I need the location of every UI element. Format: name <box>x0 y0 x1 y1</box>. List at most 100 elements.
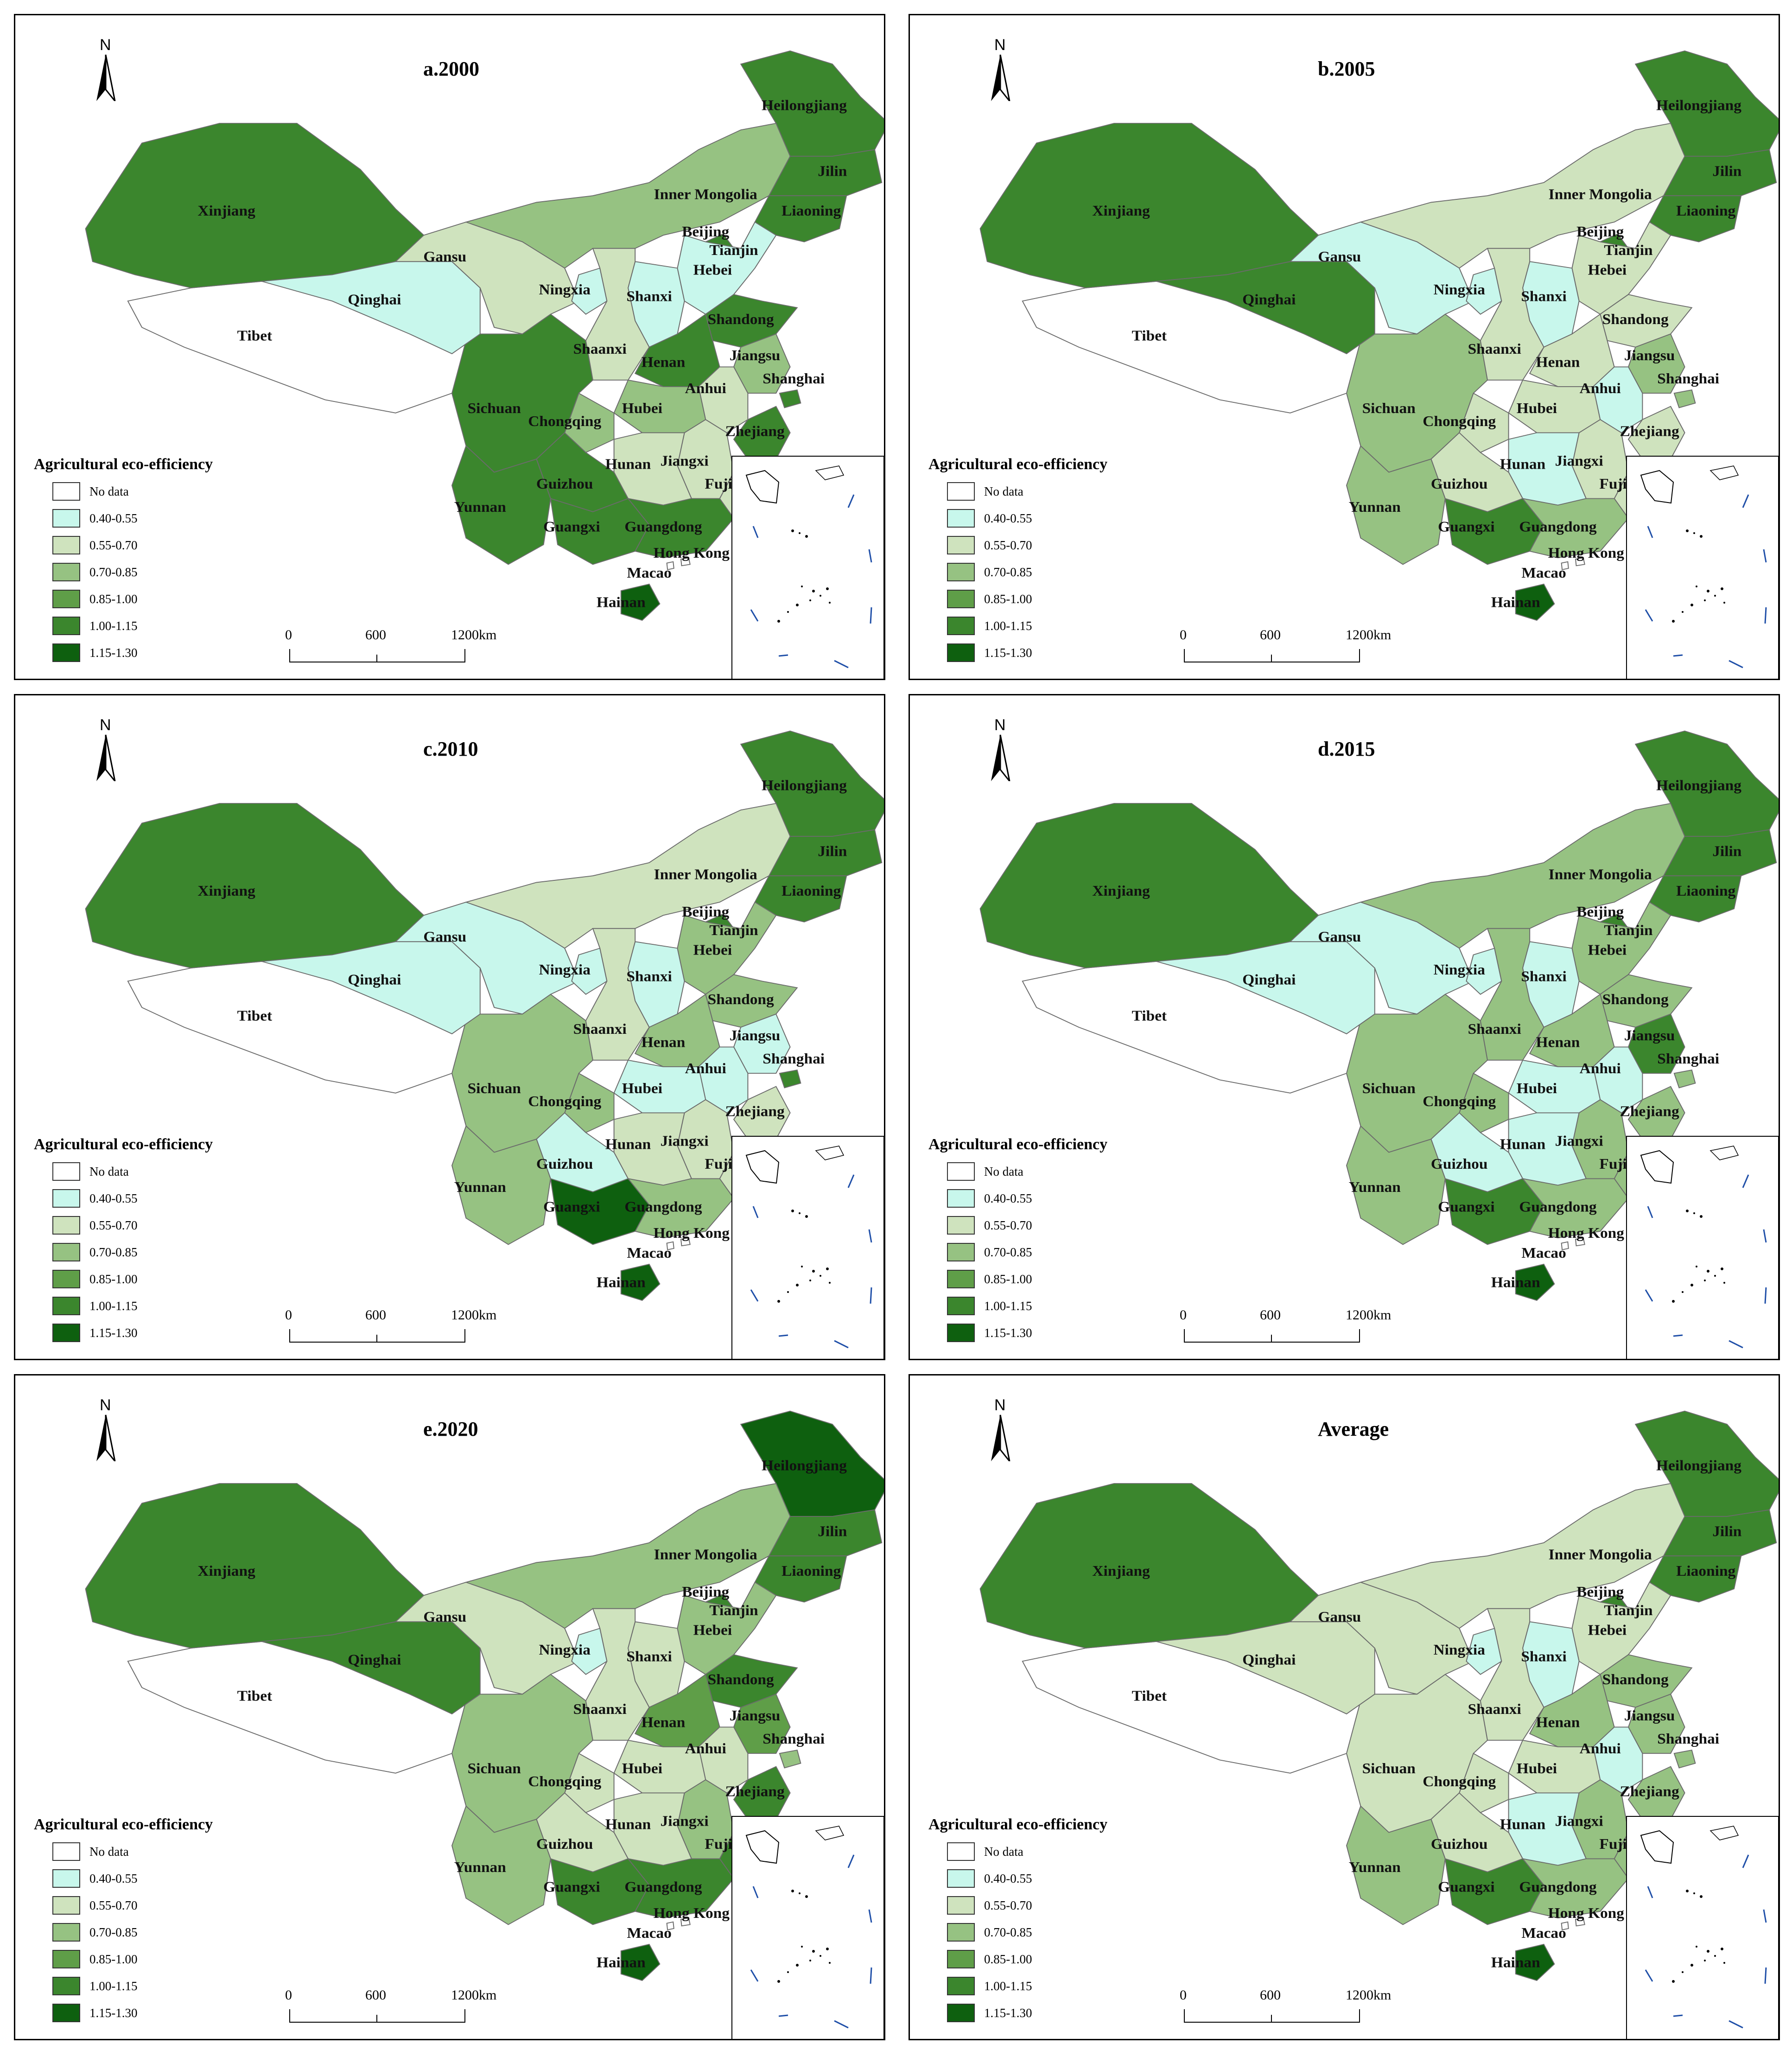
province-macao <box>1561 561 1569 570</box>
scale-bar: 0 600 1200 km <box>285 627 521 669</box>
province-label: Yunnan <box>454 1859 506 1875</box>
province-label: Heilongjiang <box>1656 1458 1741 1474</box>
legend-label: 0.55-0.70 <box>984 1218 1032 1232</box>
province-label: Chongqing <box>528 1773 601 1789</box>
province-yunnan <box>1346 445 1446 565</box>
map-title: a.2000 <box>423 57 479 80</box>
north-arrow-icon: N <box>979 36 1021 101</box>
province-shaanxi <box>585 928 650 1061</box>
province-macao <box>666 1241 674 1250</box>
province-label: Henan <box>642 354 686 370</box>
province-label: Jiangxi <box>661 1133 709 1149</box>
province-label: Gansu <box>423 929 466 945</box>
legend-label: No data <box>89 1844 129 1859</box>
scale-tick-label: 600 <box>1260 1307 1281 1323</box>
legend-label: 0.85-1.00 <box>984 1272 1032 1286</box>
province-label: Zhejiang <box>1620 423 1679 439</box>
province-label: Anhui <box>1580 380 1621 396</box>
legend-item: 0.70-0.85 <box>947 1919 1107 1946</box>
province-label: Sichuan <box>468 1760 521 1776</box>
legend-label: 1.15-1.30 <box>89 1325 138 1340</box>
province-macao <box>666 1921 674 1930</box>
province-label: Gansu <box>423 248 466 265</box>
province-label: Hunan <box>605 1816 651 1833</box>
province-label: Macao <box>1521 1925 1566 1941</box>
legend-item: 0.85-1.00 <box>947 1266 1107 1293</box>
scale-tick-label: 600 <box>365 1307 386 1323</box>
province-label: Heilongjiang <box>762 1458 847 1474</box>
province-inner-mongolia <box>464 802 791 949</box>
south-china-sea-inset <box>1626 1136 1779 1359</box>
province-label: Heilongjiang <box>762 777 847 794</box>
legend-item: 1.15-1.30 <box>947 1319 1107 1346</box>
map-panel: a.2000 N Heilongjiang Jilin Liaoning Inner Mo… <box>14 14 885 680</box>
province-label: Sichuan <box>468 1080 521 1096</box>
legend-label: 0.40-0.55 <box>89 1871 138 1885</box>
province-label: Shaanxi <box>1468 1701 1521 1717</box>
legend-item: 0.40-0.55 <box>947 1865 1107 1892</box>
province-label: Jilin <box>818 843 847 860</box>
province-label: Chongqing <box>528 413 601 429</box>
province-label: Henan <box>1536 1714 1580 1730</box>
province-label: Inner Mongolia <box>1549 186 1652 202</box>
north-arrow-icon: N <box>979 1396 1021 1461</box>
province-label: Inner Mongolia <box>654 186 757 202</box>
province-label: Tianjin <box>709 1602 758 1618</box>
legend-swatch <box>52 643 80 662</box>
province-label: Shaanxi <box>1468 1021 1521 1037</box>
province-hainan <box>1515 1943 1555 1981</box>
province-label: Shandong <box>708 311 774 327</box>
province-label: Liaoning <box>1676 1563 1735 1579</box>
province-label: Hainan <box>1491 594 1540 611</box>
province-label: Beijing <box>682 904 729 920</box>
legend-label: 1.15-1.30 <box>984 1325 1032 1340</box>
legend-label: 0.55-0.70 <box>89 538 138 552</box>
province-label: Jilin <box>1712 843 1741 860</box>
choropleth-map: Heilongjiang Jilin Liaoning Inner Mongolia B… <box>85 50 884 621</box>
legend-swatch <box>52 617 80 635</box>
province-qinghai <box>1156 941 1375 1035</box>
province-hong-kong <box>1575 1917 1585 1927</box>
province-label: Hunan <box>605 1136 651 1152</box>
province-qinghai <box>1156 1621 1375 1715</box>
north-label: N <box>100 716 111 734</box>
legend-label: 0.70-0.85 <box>89 565 138 579</box>
legend-label: 1.00-1.15 <box>984 618 1032 633</box>
scale-bar: 0 600 1200 km <box>1180 1307 1415 1349</box>
legend-swatch <box>947 1869 975 1888</box>
legend-item: 1.15-1.30 <box>52 1319 213 1346</box>
province-hubei <box>1508 1739 1601 1794</box>
legend-swatch <box>947 1243 975 1261</box>
province-label: Tibet <box>1132 1008 1167 1024</box>
province-label: Hong Kong <box>654 1225 730 1241</box>
province-label: Jilin <box>1712 1523 1741 1540</box>
legend-item: 0.70-0.85 <box>52 1239 213 1266</box>
legend-swatch <box>52 1896 80 1915</box>
legend-item: 0.40-0.55 <box>52 505 213 532</box>
province-label: Chongqing <box>1423 413 1496 429</box>
province-shanghai <box>779 1750 801 1769</box>
legend-swatch <box>947 1842 975 1861</box>
legend-swatch <box>947 1297 975 1315</box>
province-shandong <box>705 974 798 1028</box>
province-label: Sichuan <box>1362 1760 1416 1776</box>
province-label: Xinjiang <box>197 203 255 219</box>
province-label: Macao <box>627 565 672 581</box>
scale-bar: 0 600 1200 km <box>285 1987 521 2029</box>
legend-label: 1.15-1.30 <box>984 645 1032 660</box>
province-label: Jiangsu <box>1624 1027 1675 1044</box>
scale-unit: km <box>479 1987 497 2003</box>
legend-swatch <box>52 1243 80 1261</box>
scale-bar: 0 600 1200 km <box>285 1307 521 1349</box>
province-label: Guangxi <box>543 1198 600 1215</box>
province-hubei <box>613 379 706 433</box>
province-label: Inner Mongolia <box>1549 1546 1652 1562</box>
legend-swatch <box>947 2004 975 2022</box>
legend-item: 1.00-1.15 <box>52 1293 213 1319</box>
north-label: N <box>994 1396 1006 1414</box>
legend-swatch <box>52 1216 80 1235</box>
province-label: Sichuan <box>1362 1080 1416 1096</box>
province-gansu <box>394 1582 579 1695</box>
legend: Agricultural eco-efficiency No data 0.40-0… <box>34 1816 213 2026</box>
choropleth-map: Heilongjiang Jilin Liaoning Inner Mongolia B… <box>979 730 1779 1301</box>
